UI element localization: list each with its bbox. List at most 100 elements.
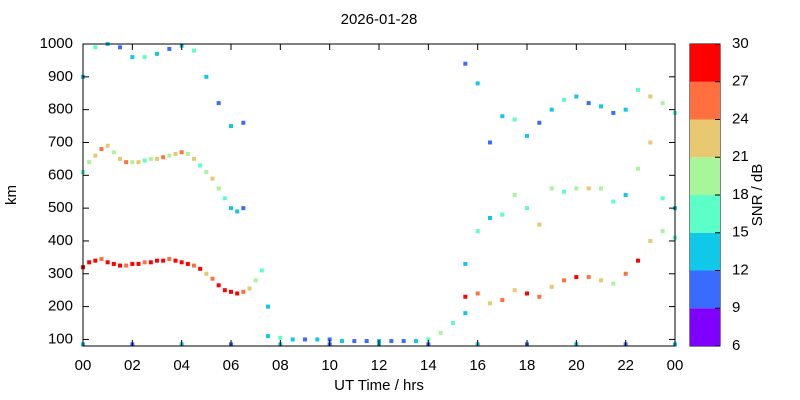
point <box>93 258 98 263</box>
x-tick-label: 20 <box>568 357 585 374</box>
point <box>327 337 332 342</box>
colorbar-tick-label: 6 <box>732 337 740 354</box>
point <box>438 330 443 335</box>
plot-area <box>81 42 677 347</box>
point <box>500 114 505 119</box>
point <box>574 186 579 191</box>
point <box>500 212 505 217</box>
point <box>463 294 468 299</box>
colorbar-band <box>690 195 720 233</box>
point <box>155 51 159 56</box>
point <box>660 229 665 234</box>
point <box>87 260 92 265</box>
point <box>210 276 215 281</box>
point <box>426 337 431 342</box>
y-tick-label: 1000 <box>40 35 73 52</box>
y-tick-label: 600 <box>48 166 73 183</box>
point <box>192 263 196 268</box>
point <box>130 261 135 266</box>
point <box>124 263 129 268</box>
point <box>148 260 153 265</box>
point <box>259 268 264 273</box>
point <box>549 186 554 191</box>
point <box>648 140 653 145</box>
point <box>173 258 178 263</box>
point <box>562 278 566 283</box>
point <box>185 261 190 266</box>
point <box>500 298 505 303</box>
point <box>574 94 579 99</box>
point <box>136 261 141 266</box>
point <box>235 291 240 296</box>
y-tick-label: 500 <box>48 199 73 216</box>
point <box>167 257 172 262</box>
point <box>475 291 480 296</box>
point <box>142 55 147 60</box>
point <box>488 301 492 306</box>
point <box>586 275 591 280</box>
point <box>99 147 104 152</box>
y-tick-label: 900 <box>48 68 73 85</box>
point <box>235 209 240 214</box>
point <box>210 176 215 181</box>
x-tick-label: 02 <box>124 357 141 374</box>
point <box>222 288 227 293</box>
point <box>93 153 98 158</box>
point <box>142 260 147 265</box>
point <box>488 140 492 145</box>
point <box>216 283 221 288</box>
point <box>229 206 233 211</box>
x-tick-label: 18 <box>519 357 536 374</box>
point <box>173 151 178 156</box>
point <box>611 110 616 115</box>
point <box>130 55 135 60</box>
point <box>599 278 603 283</box>
point <box>130 160 135 165</box>
point <box>636 258 640 263</box>
colorbar-tick-label: 21 <box>732 148 749 165</box>
point <box>512 288 517 293</box>
point <box>99 257 104 262</box>
colorbar-tick-label: 15 <box>732 224 749 241</box>
point <box>549 284 554 289</box>
point <box>204 271 209 276</box>
point <box>118 45 122 50</box>
plot-frame <box>82 43 676 347</box>
point <box>161 155 166 160</box>
colorbar-tick-label: 27 <box>732 73 749 90</box>
point <box>105 260 110 265</box>
point <box>537 120 542 125</box>
point <box>475 81 480 86</box>
point <box>155 258 159 263</box>
point <box>87 160 92 165</box>
colorbar-band <box>690 119 720 158</box>
point <box>118 156 122 161</box>
point <box>525 133 529 138</box>
point <box>599 104 603 109</box>
point <box>660 101 665 106</box>
colorbar-band <box>690 270 720 309</box>
point <box>648 94 653 99</box>
point <box>463 311 468 316</box>
point <box>512 193 517 197</box>
y-tick-label: 800 <box>48 101 73 118</box>
colorbar-tick-label: 24 <box>732 110 749 127</box>
point <box>340 339 344 344</box>
point <box>414 339 418 344</box>
x-tick-label: 22 <box>617 357 634 374</box>
x-tick-label: 12 <box>371 357 388 374</box>
point <box>253 278 258 283</box>
point <box>401 339 406 344</box>
point <box>167 153 172 158</box>
colorbar-band <box>690 44 720 82</box>
point <box>303 337 307 342</box>
point <box>192 48 196 53</box>
x-axis-label: UT Time / hrs <box>334 377 424 394</box>
point <box>229 289 233 294</box>
x-tick-label: 06 <box>223 357 240 374</box>
x-tick-label: 08 <box>272 357 289 374</box>
y-tick-label: 100 <box>48 330 73 347</box>
point <box>216 101 221 106</box>
point <box>118 263 122 268</box>
point <box>574 275 579 280</box>
